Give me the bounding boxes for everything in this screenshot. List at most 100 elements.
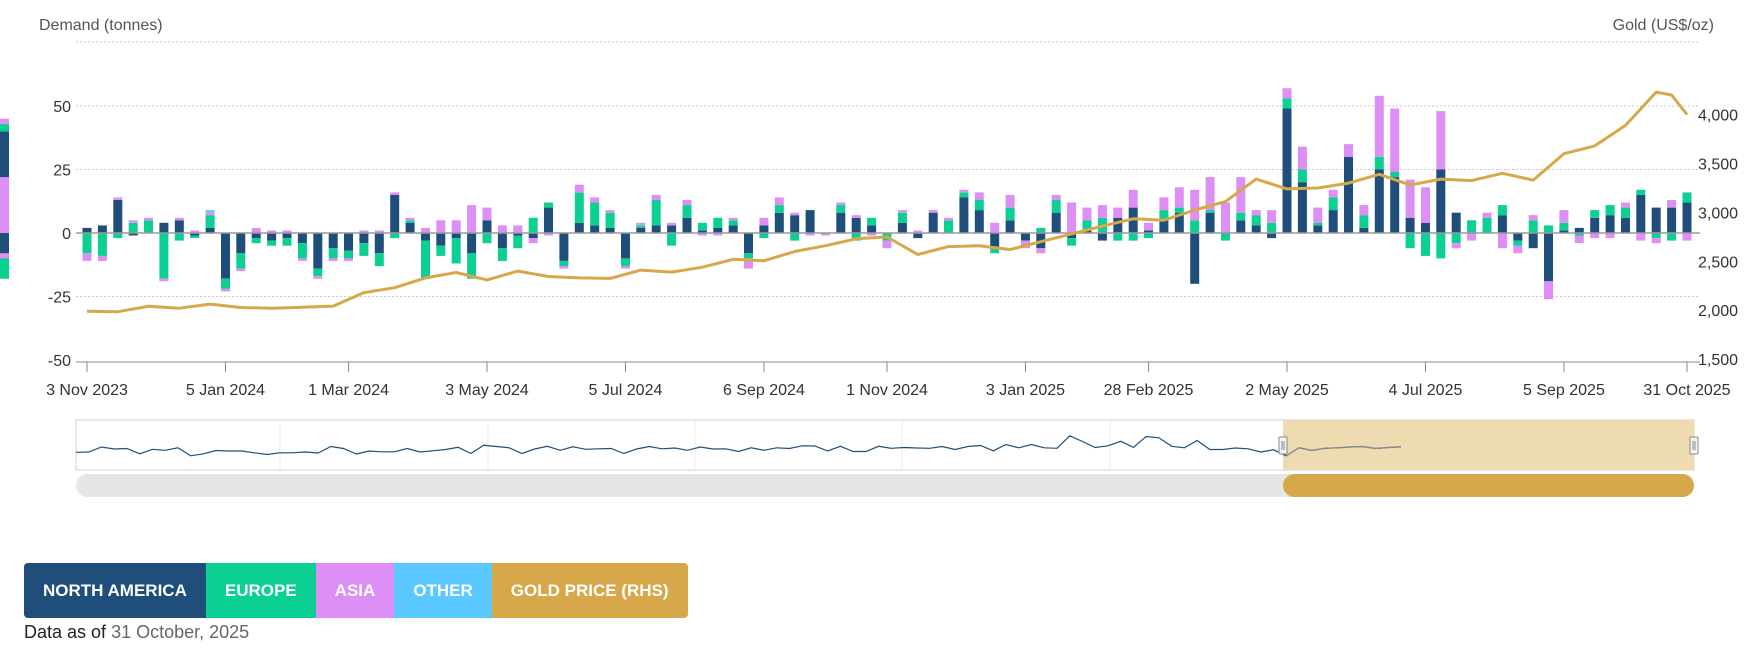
legend: NORTH AMERICA EUROPE ASIA OTHER GOLD PRI… xyxy=(24,563,688,618)
bar-asia xyxy=(159,278,169,282)
navigator-handle-left xyxy=(1278,436,1288,455)
bar-asia xyxy=(1559,210,1569,223)
x-tick-label: 5 Jul 2024 xyxy=(589,382,663,399)
bar-asia xyxy=(328,258,338,261)
bar-north-america xyxy=(97,225,107,233)
bar-asia xyxy=(605,210,615,213)
bar-north-america xyxy=(1205,212,1215,233)
x-tick-label: 31 Oct 2025 xyxy=(1643,382,1730,399)
bar-asia xyxy=(974,192,984,200)
bar-europe xyxy=(390,233,400,239)
range-navigator[interactable] xyxy=(75,419,1699,497)
bar-asia xyxy=(344,258,353,261)
bar-europe xyxy=(713,217,723,228)
bar-europe xyxy=(1374,156,1384,170)
bar-asia xyxy=(1267,210,1277,223)
bar-north-america xyxy=(467,233,477,254)
legend-asia[interactable]: ASIA xyxy=(315,563,395,618)
bar-europe xyxy=(144,220,153,233)
bar-asia xyxy=(1390,108,1400,172)
bar-asia xyxy=(1097,205,1107,218)
y-tick-label-right: 4,000 xyxy=(1698,108,1738,125)
bar-asia xyxy=(267,230,277,233)
bar-north-america xyxy=(528,233,538,239)
bar-asia xyxy=(1621,202,1630,208)
bar-europe xyxy=(436,245,446,256)
bar-asia xyxy=(1451,243,1461,249)
bar-europe xyxy=(1328,197,1338,211)
bar-asia xyxy=(1282,88,1292,99)
x-tick-label: 3 Jan 2025 xyxy=(986,382,1065,399)
bar-europe xyxy=(1436,233,1446,259)
bar-europe xyxy=(1667,233,1677,241)
gold-price-series xyxy=(86,90,1689,314)
bar-asia xyxy=(1113,207,1123,218)
bar-asia xyxy=(728,217,738,221)
bar-europe xyxy=(590,202,600,226)
bar-asia xyxy=(313,276,323,279)
bar-north-america xyxy=(1528,233,1538,249)
bar-asia xyxy=(990,222,1000,233)
bar-europe xyxy=(959,192,969,198)
bar-north-america xyxy=(251,233,261,239)
bar-north-america xyxy=(1097,233,1107,241)
bar-europe xyxy=(128,222,138,233)
bar-north-america xyxy=(1651,207,1661,233)
bar-asia xyxy=(928,210,938,213)
bar-europe xyxy=(728,220,738,226)
bar-north-america xyxy=(790,215,800,233)
bar-asia xyxy=(451,220,461,233)
scrollbar-thumb xyxy=(1283,474,1694,497)
bar-europe xyxy=(0,240,9,279)
x-tick-label: 6 Sep 2024 xyxy=(723,382,805,399)
bar-north-america xyxy=(282,233,292,239)
bar-north-america xyxy=(421,233,430,241)
legend-europe[interactable]: EUROPE xyxy=(205,563,316,618)
bar-europe xyxy=(513,235,523,249)
bar-asia xyxy=(405,217,415,221)
bar-europe xyxy=(1128,233,1138,241)
bar-asia xyxy=(636,222,646,226)
bar-asia xyxy=(559,266,569,269)
bar-north-america xyxy=(513,233,523,236)
bar-north-america xyxy=(1513,233,1523,241)
bar-europe xyxy=(1467,220,1477,233)
bar-asia xyxy=(528,238,538,244)
bar-europe xyxy=(251,238,261,244)
bar-europe xyxy=(944,220,953,233)
bar-north-america xyxy=(1021,233,1030,241)
bar-north-america xyxy=(1005,220,1015,233)
bar-other xyxy=(205,210,215,213)
bar-europe xyxy=(544,202,553,208)
bar-europe xyxy=(759,233,769,239)
bar-asia xyxy=(282,230,292,233)
bar-europe xyxy=(313,268,323,277)
bar-asia xyxy=(113,197,123,200)
legend-other[interactable]: OTHER xyxy=(394,563,492,618)
bar-north-america xyxy=(574,222,584,233)
bar-asia xyxy=(297,258,307,261)
bar-asia xyxy=(1359,205,1369,216)
bar-north-america xyxy=(1667,207,1677,233)
legend-gold-price[interactable]: GOLD PRICE (RHS) xyxy=(491,563,688,618)
bar-north-america xyxy=(1328,210,1338,233)
x-tick-label: 1 Mar 2024 xyxy=(308,382,389,399)
bar-north-america xyxy=(128,233,138,236)
bar-europe xyxy=(113,233,123,239)
bar-north-america xyxy=(928,212,938,233)
bar-europe xyxy=(1513,240,1523,246)
bar-asia xyxy=(0,118,9,124)
bar-europe xyxy=(1113,233,1123,241)
bar-asia xyxy=(667,222,677,226)
bar-asia xyxy=(144,217,153,221)
bar-europe xyxy=(621,258,630,266)
x-tick-label: 2 May 2025 xyxy=(1245,382,1329,399)
bar-europe xyxy=(205,215,215,228)
bar-north-america xyxy=(205,227,215,233)
bar-north-america xyxy=(1297,182,1307,233)
bar-north-america xyxy=(405,222,415,233)
y-tick-label-right: 3,000 xyxy=(1698,205,1738,222)
data-as-of: Data as of 31 October, 2025 xyxy=(24,622,249,643)
bar-europe xyxy=(1682,192,1692,203)
legend-north-america[interactable]: NORTH AMERICA xyxy=(24,563,206,618)
